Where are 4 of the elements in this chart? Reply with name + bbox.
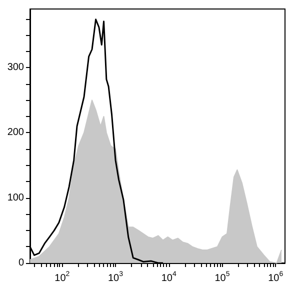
y-tick-label: 100 xyxy=(7,192,24,204)
y-tick-label: 0 xyxy=(18,258,24,268)
y-tick-label: 300 xyxy=(7,62,24,74)
y-tick-label: 200 xyxy=(7,127,24,138)
